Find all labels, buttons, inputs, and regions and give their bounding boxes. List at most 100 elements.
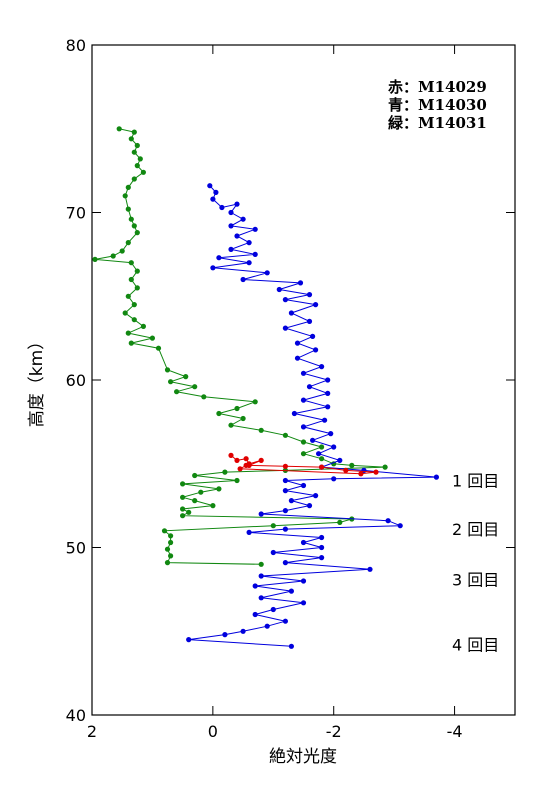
data-point	[125, 330, 131, 336]
data-point	[180, 494, 186, 500]
data-point	[319, 456, 325, 462]
data-point	[258, 511, 264, 517]
data-point	[134, 163, 140, 169]
data-point	[288, 643, 294, 649]
data-point	[168, 553, 174, 559]
y-axis-title: 高度（km）	[27, 333, 47, 427]
data-point	[228, 452, 234, 458]
data-point	[131, 223, 137, 229]
data-point	[164, 367, 171, 373]
data-point	[234, 233, 240, 239]
data-point	[116, 126, 122, 132]
data-point	[240, 276, 246, 283]
series-line	[188, 185, 437, 647]
data-point	[331, 444, 337, 450]
data-point	[288, 588, 294, 594]
event-annotation: 4 回目	[452, 636, 499, 655]
data-point	[168, 539, 174, 546]
data-point	[164, 560, 171, 566]
data-point	[319, 364, 325, 370]
x-tick-label: -4	[447, 722, 463, 741]
data-point	[282, 463, 288, 469]
data-point	[134, 268, 140, 274]
data-point	[258, 457, 264, 463]
data-point	[134, 285, 140, 291]
data-point	[246, 529, 252, 536]
data-point	[382, 464, 388, 470]
x-tick-label: -2	[326, 722, 342, 741]
data-point	[210, 503, 216, 509]
data-point	[358, 471, 364, 477]
data-point	[234, 477, 240, 484]
data-point	[125, 184, 131, 190]
data-point	[180, 481, 186, 487]
data-point	[122, 193, 128, 199]
plot-frame	[91, 44, 516, 716]
data-point	[313, 302, 319, 308]
data-point	[134, 142, 140, 149]
data-point	[294, 340, 301, 346]
data-point	[134, 230, 140, 236]
data-point	[306, 503, 313, 509]
legend-entry: 赤：M14029	[388, 78, 487, 96]
data-point	[313, 347, 319, 353]
data-point	[282, 526, 288, 532]
data-point	[397, 523, 403, 529]
data-point	[294, 355, 301, 361]
data-point	[234, 405, 240, 412]
data-point	[373, 469, 379, 475]
data-point	[252, 226, 258, 232]
y-tick-label: 60	[66, 371, 86, 390]
data-point	[137, 156, 143, 162]
data-point	[222, 632, 228, 638]
data-point	[234, 201, 240, 207]
data-point	[300, 482, 307, 489]
series-line	[94, 128, 386, 565]
data-point	[258, 595, 264, 601]
x-tick-label: 0	[208, 722, 218, 741]
legend-entry: 青：M14030	[388, 96, 487, 114]
data-point	[385, 518, 391, 524]
data-point	[337, 457, 343, 463]
event-annotation: 1 回目	[452, 472, 499, 491]
data-point	[219, 204, 225, 211]
data-point	[433, 474, 439, 480]
data-point	[297, 280, 304, 286]
data-point	[192, 384, 198, 390]
data-point	[125, 293, 131, 299]
data-point	[258, 561, 264, 567]
data-point	[282, 477, 288, 484]
data-point	[306, 318, 313, 324]
data-point	[192, 472, 198, 479]
data-point	[310, 333, 316, 339]
data-point	[228, 223, 234, 229]
data-point	[270, 549, 276, 556]
data-point	[310, 437, 316, 443]
data-point	[300, 370, 307, 376]
data-point	[128, 136, 134, 142]
data-point	[349, 462, 355, 468]
data-point	[128, 340, 134, 346]
y-tick-label: 70	[66, 204, 86, 223]
data-point	[240, 628, 246, 634]
data-point	[128, 260, 134, 266]
data-point	[252, 399, 258, 405]
data-point	[131, 129, 137, 135]
data-point	[300, 439, 307, 445]
data-point	[210, 196, 216, 202]
data-point	[319, 555, 325, 561]
data-point	[282, 297, 288, 303]
data-point	[282, 488, 288, 494]
data-point	[216, 255, 222, 261]
data-point	[288, 498, 294, 504]
data-point	[319, 534, 325, 541]
data-point	[207, 183, 213, 189]
event-annotation: 2 回目	[452, 520, 499, 539]
data-point	[213, 189, 219, 195]
data-point	[300, 451, 307, 457]
data-point	[367, 566, 373, 572]
data-point	[246, 260, 252, 266]
data-point	[319, 544, 325, 551]
